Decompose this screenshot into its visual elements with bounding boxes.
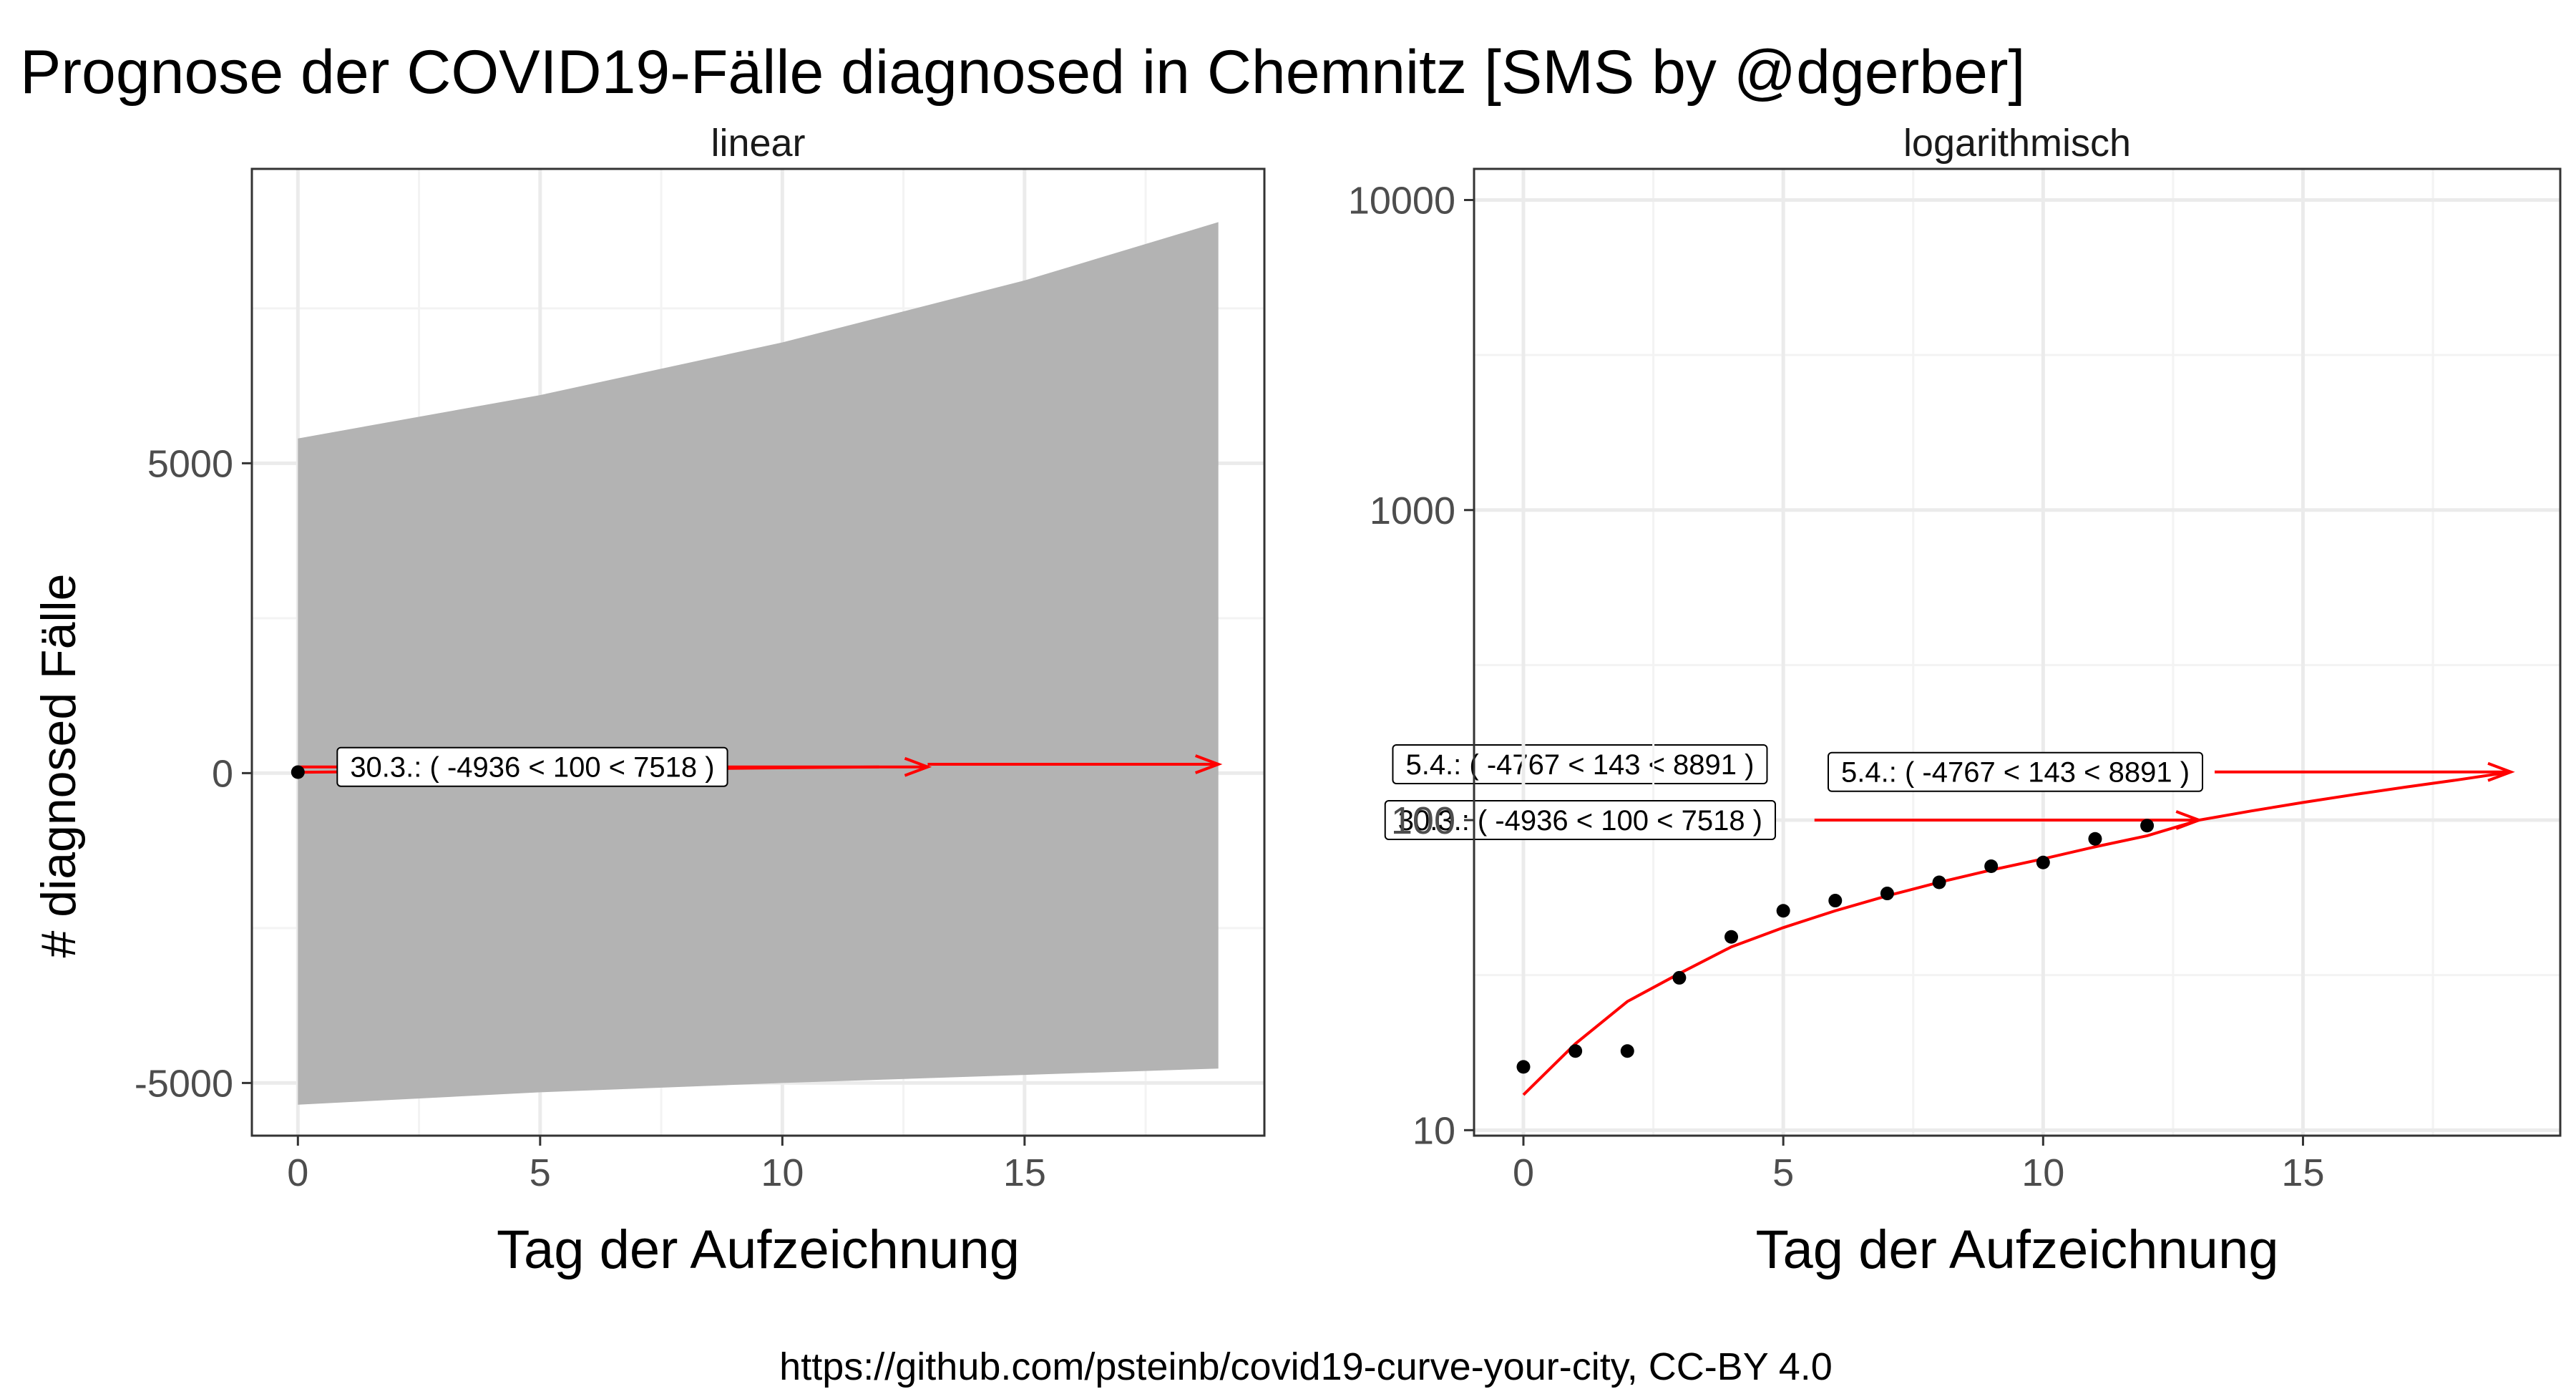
data-point <box>1880 887 1894 901</box>
x-tick-label: 10 <box>2021 1151 2064 1194</box>
data-point <box>2140 819 2155 833</box>
data-point <box>291 765 305 779</box>
annotation-label: 30.3.: ( -4936 < 100 < 7518 ) <box>350 752 714 784</box>
data-point <box>1672 970 1687 985</box>
panel-border <box>1473 167 2562 1137</box>
y-axis-label: # diagnosed Fälle <box>31 574 86 958</box>
x-axis-label: Tag der Aufzeichnung <box>1756 1219 2279 1280</box>
arrow-head <box>2175 810 2203 830</box>
x-tick-label: 15 <box>1003 1151 1046 1194</box>
y-tick-label: 10000 <box>1348 179 1455 222</box>
y-tick-label: 5000 <box>147 442 233 485</box>
x-tick-label: 0 <box>1513 1151 1534 1194</box>
panel-border <box>250 167 1266 1137</box>
figure-caption: https://github.com/psteinb/covid19-curve… <box>779 1345 1833 1388</box>
annotation-box <box>336 746 728 787</box>
panel-title: logarithmisch <box>1903 122 2131 165</box>
y-tick-label: 0 <box>212 752 233 795</box>
data-point <box>2088 832 2102 846</box>
data-point <box>1776 904 1790 918</box>
data-point <box>1568 1044 1583 1058</box>
panel-logarithmic: logarithmisch 30.3.: ( -4936 < 100 < 7518… <box>1348 122 2562 1280</box>
annotation-box <box>1392 744 1768 784</box>
annotation-label: 5.4.: ( -4767 < 143 < 8891 ) <box>1841 757 2190 789</box>
x-tick-label: 5 <box>530 1151 551 1194</box>
y-tick-label: 10 <box>1413 1109 1455 1152</box>
data-point <box>1984 859 1999 873</box>
x-tick-label: 10 <box>761 1151 804 1194</box>
annotation-box <box>1828 751 2204 792</box>
fit-line <box>1522 770 2512 1096</box>
data-point <box>1724 930 1739 944</box>
annotation-label: 30.3.: ( -4936 < 100 < 7518 ) <box>1398 805 1762 837</box>
arrow-head <box>1194 754 1223 774</box>
arrow-head <box>2487 761 2515 782</box>
y-tick-label: 100 <box>1391 799 1455 842</box>
arrow-head <box>904 756 932 777</box>
panel-linear: linear 30.3.: ( -4936 < 100 < 7518 ) 5.4.:… <box>135 122 1768 1280</box>
data-point <box>1828 894 1843 908</box>
annotation-box <box>1384 800 1777 841</box>
x-tick-label: 5 <box>1772 1151 1794 1194</box>
x-axis-label: Tag der Aufzeichnung <box>497 1219 1020 1280</box>
y-tick-label: -5000 <box>135 1062 233 1105</box>
data-point <box>1932 875 1946 889</box>
y-tick-label: 1000 <box>1370 489 1455 532</box>
annotation-label: 5.4.: ( -4767 < 143 < 8891 ) <box>1405 749 1754 781</box>
confidence-band <box>298 222 1219 1105</box>
data-point <box>2036 855 2050 869</box>
figure-title: Prognose der COVID19-Fälle diagnosed in … <box>20 38 2025 107</box>
data-point <box>1620 1044 1634 1058</box>
x-tick-label: 15 <box>2281 1151 2324 1194</box>
x-tick-label: 0 <box>287 1151 308 1194</box>
panel-title: linear <box>711 122 805 165</box>
data-point <box>1516 1060 1531 1074</box>
